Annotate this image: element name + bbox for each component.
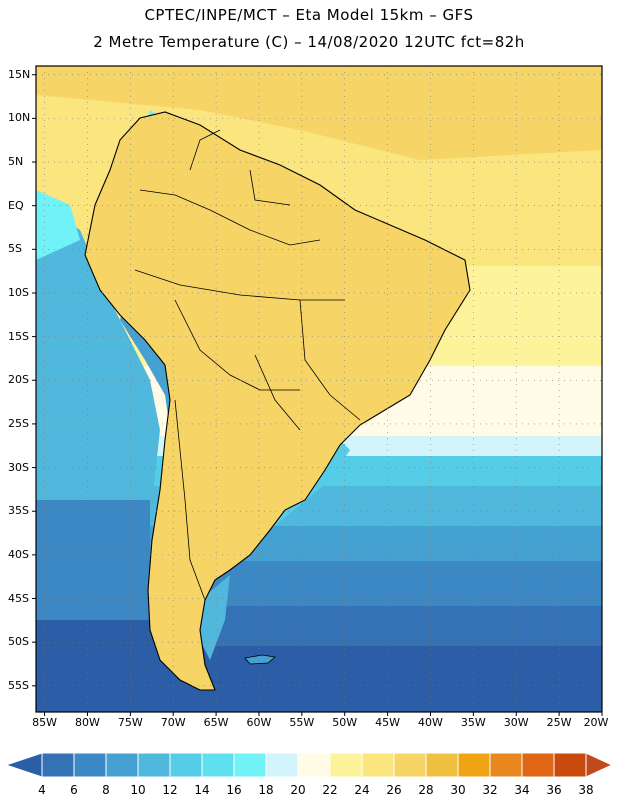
colorbar-swatch bbox=[41, 752, 75, 778]
colorbar-label: 26 bbox=[386, 783, 402, 797]
falkland-islands bbox=[244, 654, 276, 665]
colorbar-label: 30 bbox=[450, 783, 466, 797]
lon-label: 50W bbox=[332, 716, 358, 729]
lat-label: 45S bbox=[8, 591, 29, 605]
lon-label: 80W bbox=[75, 716, 100, 729]
lon-label: 85W bbox=[32, 716, 57, 729]
colorbar-left-arrow bbox=[4, 752, 43, 778]
colorbar-swatch bbox=[169, 752, 203, 778]
lon-label: 60W bbox=[246, 716, 272, 729]
colorbar-swatch bbox=[521, 752, 555, 778]
lat-label: 15S bbox=[8, 329, 29, 343]
caribbean-warm-zone bbox=[36, 66, 602, 160]
colorbar-label: 34 bbox=[514, 783, 530, 797]
colorbar-label: 4 bbox=[38, 783, 46, 797]
lon-label: 25W bbox=[546, 716, 572, 729]
lon-label: 20W bbox=[583, 716, 609, 729]
lon-label: 35W bbox=[460, 716, 486, 729]
lat-label: 55S bbox=[8, 678, 29, 692]
lat-label: 10N bbox=[8, 111, 31, 125]
lon-label: 40W bbox=[418, 716, 443, 729]
colorbar-label: 18 bbox=[258, 783, 274, 797]
colorbar-swatch bbox=[137, 752, 171, 778]
map-frame bbox=[35, 65, 603, 713]
patagonia-zone bbox=[200, 575, 230, 660]
colorbar-label: 22 bbox=[322, 783, 338, 797]
lat-label: 5N bbox=[8, 155, 24, 169]
colorbar-label: 10 bbox=[130, 783, 146, 797]
chart-title-line1: CPTEC/INPE/MCT – Eta Model 15km – GFS bbox=[144, 6, 474, 24]
colorbar-label: 6 bbox=[70, 783, 78, 797]
colorbar-label: 38 bbox=[578, 783, 594, 797]
colorbar-swatch bbox=[329, 752, 363, 778]
lat-label: 20S bbox=[8, 373, 29, 387]
colorbar-label: 24 bbox=[354, 783, 370, 797]
lat-label: 40S bbox=[8, 547, 29, 561]
lat-label: 15N bbox=[8, 67, 31, 81]
country-borders bbox=[134, 129, 361, 601]
colorbar-swatch bbox=[105, 752, 139, 778]
colorbar-swatch bbox=[297, 752, 331, 778]
lon-label: 65W bbox=[203, 716, 229, 729]
colorbar-swatch bbox=[361, 752, 395, 778]
colorbar-swatch bbox=[393, 752, 427, 778]
colorbar-swatch bbox=[553, 752, 587, 778]
lat-label: EQ bbox=[8, 198, 24, 212]
lat-lon-grid bbox=[36, 66, 602, 712]
lon-label: 30W bbox=[503, 716, 529, 729]
colorbar-label: 32 bbox=[482, 783, 498, 797]
colorbar-label: 20 bbox=[290, 783, 306, 797]
colorbar-swatch bbox=[73, 752, 107, 778]
colorbar-swatch bbox=[233, 752, 267, 778]
lat-label: 25S bbox=[8, 416, 29, 430]
colorbar-right-arrow bbox=[585, 752, 614, 778]
colorbar-swatch bbox=[201, 752, 235, 778]
colorbar-label: 14 bbox=[194, 783, 210, 797]
lat-label: 35S bbox=[8, 504, 29, 518]
colorbar-label: 36 bbox=[546, 783, 562, 797]
colorbar-label: 8 bbox=[102, 783, 110, 797]
lat-label: 5S bbox=[8, 242, 22, 256]
lon-label: 45W bbox=[375, 716, 401, 729]
colorbar-swatch bbox=[425, 752, 459, 778]
lat-label: 10S bbox=[8, 285, 29, 299]
lon-label: 55W bbox=[289, 716, 315, 729]
lon-label: 75W bbox=[117, 716, 143, 729]
pacific-equatorial-zone bbox=[36, 190, 80, 260]
colorbar-label: 12 bbox=[162, 783, 178, 797]
colorbar-swatch bbox=[457, 752, 491, 778]
colorbar-swatch bbox=[265, 752, 299, 778]
chart-title-line2: 2 Metre Temperature (C) – 14/08/2020 12U… bbox=[93, 33, 525, 51]
lon-label: 70W bbox=[160, 716, 186, 729]
colorbar-label: 16 bbox=[226, 783, 242, 797]
colorbar-label: 28 bbox=[418, 783, 434, 797]
colorbar-swatch bbox=[489, 752, 523, 778]
lat-label: 50S bbox=[8, 635, 29, 649]
axis-ticks bbox=[32, 74, 603, 716]
lat-label: 30S bbox=[8, 460, 29, 474]
